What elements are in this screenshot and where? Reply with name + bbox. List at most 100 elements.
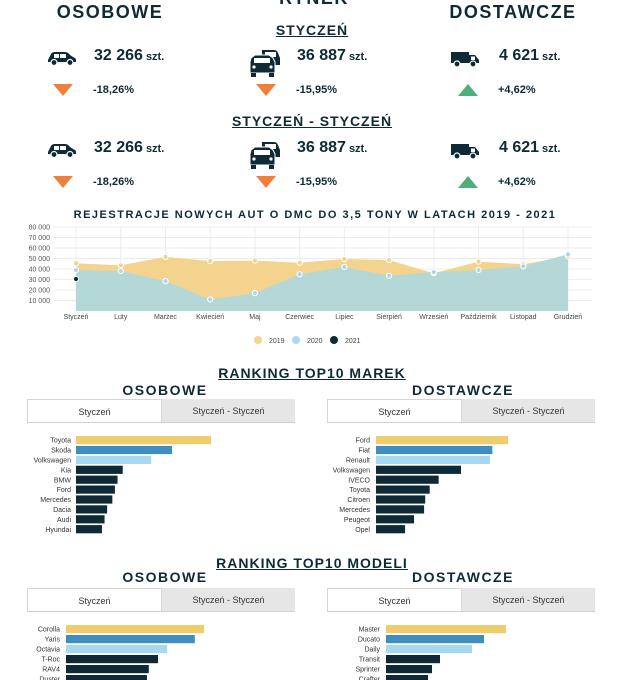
ranking-marek-right-tabs: Styczeń Styczeń - Styczeń xyxy=(327,399,595,423)
tab-styczen-styczen[interactable]: Styczeń - Styczeń xyxy=(162,588,295,611)
change-percent: -15,95% xyxy=(296,176,337,188)
x-tick-label: Marzec xyxy=(154,314,177,321)
bar-label: Toyota xyxy=(50,438,71,445)
bar xyxy=(386,665,432,674)
tab-styczen[interactable]: Styczeń xyxy=(327,399,462,422)
bar xyxy=(76,505,108,514)
bar-label: Yaris xyxy=(45,637,61,644)
tab-styczen[interactable]: Styczeń xyxy=(27,588,162,611)
bar xyxy=(76,515,105,524)
registration-count: 4 621 szt. xyxy=(499,139,560,157)
ranking-modeli-dostawcze-chart: Master Ducato Daily Transit Sprinter Crafter xyxy=(355,625,506,680)
point-2021 xyxy=(72,275,80,283)
point-2020 xyxy=(72,266,80,274)
bar-label: Mercedes xyxy=(40,497,71,504)
bar-label: Hyundai xyxy=(45,527,71,534)
bar-label: Octavia xyxy=(36,647,60,654)
bar xyxy=(76,485,115,494)
bar xyxy=(66,675,147,680)
tab-styczen-styczen[interactable]: Styczeń - Styczeń xyxy=(462,588,595,611)
bar xyxy=(386,675,428,680)
header-osobowe: OSOBOWE xyxy=(56,2,164,22)
bar xyxy=(76,495,113,504)
bar xyxy=(376,515,415,524)
point-2019 xyxy=(251,257,259,264)
bar-label: Duster xyxy=(39,677,60,680)
legend-label: 2019 xyxy=(269,338,285,345)
y-tick-label: 40 000 xyxy=(29,267,51,274)
tab-styczen-styczen[interactable]: Styczeń - Styczeń xyxy=(462,399,595,422)
registration-count: 36 887 szt. xyxy=(297,139,367,157)
bar-label: Skoda xyxy=(51,448,71,455)
count-unit: szt. xyxy=(348,51,368,63)
bar-label: Transit xyxy=(359,657,380,664)
section-title-styczen: STYCZEŃ xyxy=(275,22,349,38)
point-2020 xyxy=(564,251,572,258)
bar xyxy=(376,505,425,514)
multi-car-icon xyxy=(248,140,282,175)
y-tick-label: 50 000 xyxy=(29,256,51,263)
bar-label: Ford xyxy=(57,487,72,494)
bar xyxy=(376,465,462,474)
bar-label: Kia xyxy=(61,467,71,474)
change-percent: +4,62% xyxy=(498,84,536,96)
y-tick-label: 20 000 xyxy=(29,288,51,295)
bar xyxy=(386,645,472,654)
bar xyxy=(66,635,195,644)
count-unit: szt. xyxy=(145,51,165,63)
point-2020 xyxy=(296,271,303,278)
x-tick-label: Grudzień xyxy=(554,314,583,321)
bar-label: RAV4 xyxy=(42,667,60,674)
legend-label: 2021 xyxy=(345,338,361,345)
bar xyxy=(76,525,102,534)
header-dostawcze: DOSTAWCZE xyxy=(449,2,577,22)
trend-down-icon xyxy=(53,84,73,96)
registration-count: 4 621 szt. xyxy=(499,47,560,65)
bar xyxy=(76,465,123,474)
count-value: 36 887 xyxy=(297,47,346,64)
bar-label: Volkswagen xyxy=(333,467,370,474)
bar xyxy=(376,445,493,455)
legend-label: 2020 xyxy=(307,338,323,345)
bar-label: Crafter xyxy=(359,677,381,680)
series-2020-area xyxy=(76,254,568,311)
van-icon xyxy=(450,50,480,73)
x-tick-label: Czerwiec xyxy=(285,314,314,321)
car-icon xyxy=(45,142,77,163)
registration-area-chart: 80 000 70 000 60 000 50 000 40 000 30 000 20 0… xyxy=(29,225,592,345)
point-2019 xyxy=(341,255,348,263)
bar-label: IVECO xyxy=(348,477,370,484)
x-tick-label: Maj xyxy=(249,314,261,321)
count-unit: szt. xyxy=(145,143,165,155)
ranking-marek-left-tabs: Styczeń Styczeń - Styczeń xyxy=(27,399,295,423)
count-value: 36 887 xyxy=(297,139,346,156)
legend-marker xyxy=(330,336,338,344)
bar-label: Ford xyxy=(356,438,371,445)
point-2019 xyxy=(385,256,393,264)
y-tick-label: 10 000 xyxy=(29,298,51,305)
bar-label: BMW xyxy=(54,477,72,484)
ranking-modeli-right-tabs: Styczeń Styczeń - Styczeń xyxy=(327,588,595,612)
change-percent: -18,26% xyxy=(93,84,134,96)
tab-styczen[interactable]: Styczeń xyxy=(327,588,462,611)
count-value: 4 621 xyxy=(499,139,540,156)
x-tick-label: Październik xyxy=(460,314,497,321)
tab-styczen[interactable]: Styczeń xyxy=(27,399,162,422)
bar xyxy=(76,445,173,455)
x-tick-label: Listopad xyxy=(510,314,537,321)
x-tick-label: Luty xyxy=(114,314,128,321)
bar xyxy=(386,655,440,664)
registration-count: 32 266 szt. xyxy=(94,139,164,157)
header-rynek: RYNEK xyxy=(244,0,384,9)
bar xyxy=(386,625,506,634)
point-2020 xyxy=(251,290,259,297)
van-icon xyxy=(450,142,480,165)
bar xyxy=(376,475,439,484)
bar xyxy=(376,455,491,464)
ranking-marek-left-title: OSOBOWE xyxy=(122,382,208,398)
bar xyxy=(376,495,426,504)
tab-styczen-styczen[interactable]: Styczeń - Styczeń xyxy=(162,399,295,422)
bar xyxy=(76,455,152,464)
change-percent: -18,26% xyxy=(93,176,134,188)
ranking-modeli-osobowe-chart: Corolla Yaris Octavia T-Roc RAV4 Duster xyxy=(36,625,204,680)
